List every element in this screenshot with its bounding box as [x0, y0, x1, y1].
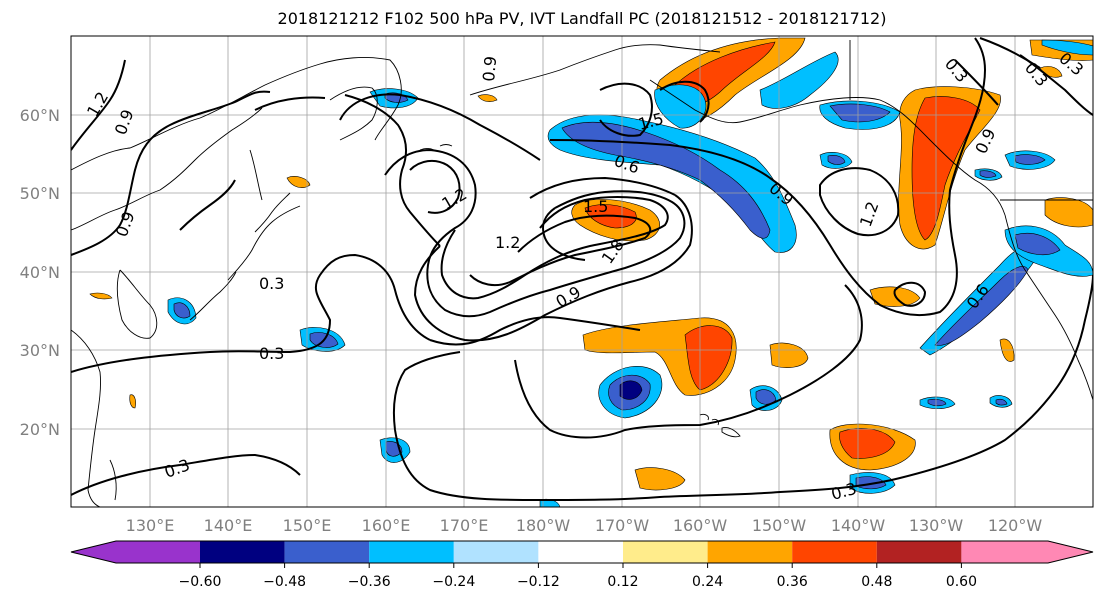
colorbar-tick-label: −0.60: [179, 574, 222, 590]
colorbar-outline: [70, 540, 1094, 564]
negative-anomaly-small-m: [1041, 39, 1093, 56]
lat-label: 40°N: [20, 263, 60, 282]
positive-anomaly-small-8: [89, 292, 113, 300]
lon-label: 180°W: [516, 516, 571, 535]
colorbar-cells: [70, 540, 1094, 564]
colorbar-tick-label: 0.24: [692, 574, 723, 590]
contour-label: 1.5: [583, 197, 608, 216]
negative-anomaly-small-g-core: [927, 398, 947, 407]
lat-label: 30°N: [20, 341, 60, 360]
negative-anomaly-gulf-2-core: [829, 103, 891, 123]
colorbar-cell: [284, 541, 370, 563]
lon-label: 150°E: [283, 516, 332, 535]
latitude-labels: 60°N 50°N 40°N 30°N 20°N: [20, 106, 60, 439]
negative-anomaly-small-j-core: [979, 170, 997, 178]
colorbar-tick-label: 0.60: [946, 574, 977, 590]
colorbar: −0.60 −0.48 −0.36 −0.24 −0.12 0.12 0.24 0.36 0.4…: [70, 540, 1094, 590]
lon-label: 170°W: [595, 516, 650, 535]
positive-anomaly-small-2: [634, 467, 686, 491]
lat-label: 60°N: [20, 106, 60, 125]
lat-label: 20°N: [20, 420, 60, 439]
lon-label: 130°W: [909, 516, 964, 535]
negative-anomaly-gulf: [759, 51, 839, 109]
positive-anomaly-bc-core: [911, 96, 981, 241]
colorbar-cell: [876, 541, 962, 563]
contour-label: 0.3: [259, 274, 284, 293]
negative-anomaly-california-core: [1014, 232, 1061, 256]
colorbar-cell: [369, 541, 454, 563]
colorbar-tick-label: −0.12: [517, 574, 560, 590]
positive-anomaly-small-9: [129, 394, 136, 409]
positive-anomaly-small-6: [286, 176, 311, 188]
colorbar-tick-label: −0.24: [432, 574, 475, 590]
colorbar-tick-label: 0.12: [607, 574, 638, 590]
ivt-shading: [89, 37, 1093, 507]
colorbar-tick-label: 0.48: [861, 574, 892, 590]
pv-contours: [71, 37, 1093, 501]
longitude-labels: 130°E 140°E 150°E 160°E 170°E 180°W 170°…: [126, 516, 1043, 535]
negative-anomaly-small-f-core: [827, 155, 846, 165]
positive-anomaly-small-4: [1044, 197, 1093, 228]
lon-label: 160°W: [673, 516, 728, 535]
colorbar-cell: [71, 541, 200, 563]
colorbar-cell: [792, 541, 877, 563]
lon-label: 120°W: [988, 516, 1043, 535]
coastlines: [71, 40, 1093, 507]
colorbar-tick-label: 0.36: [777, 574, 808, 590]
positive-anomaly-small-1: [769, 342, 809, 368]
colorbar-cell: [453, 541, 539, 563]
colorbar-cell: [707, 541, 793, 563]
contour-label: 1.2: [495, 233, 520, 252]
negative-anomaly-small-h-core: [995, 398, 1008, 406]
map-frame: [70, 35, 1094, 508]
contour-label: 0.3: [259, 344, 284, 363]
positive-anomaly-small-7: [477, 94, 498, 102]
map-title: 2018121212 F102 500 hPa PV, IVT Landfall…: [277, 9, 887, 28]
lon-label: 140°W: [831, 516, 886, 535]
colorbar-ticks: −0.60 −0.48 −0.36 −0.24 −0.12 0.12 0.24 0.36 0.4…: [179, 563, 977, 590]
lon-label: 140°E: [204, 516, 253, 535]
colorbar-cell: [538, 541, 623, 563]
colorbar-tick-label: −0.36: [348, 574, 391, 590]
contour-label: 0.9: [479, 55, 500, 82]
lon-label: 130°E: [126, 516, 175, 535]
colorbar-cell: [200, 541, 285, 563]
colorbar-cell: [623, 541, 708, 563]
negative-anomaly-small-i-core: [1014, 154, 1046, 165]
negative-anomaly-westcoast-core: [934, 266, 1029, 346]
lon-label: 160°E: [362, 516, 411, 535]
positive-anomaly-subtropic-core: [684, 325, 733, 391]
negative-anomaly-small-c-core: [173, 302, 191, 319]
lat-label: 50°N: [20, 184, 60, 203]
colorbar-tick-label: −0.48: [263, 574, 306, 590]
lon-label: 150°W: [752, 516, 807, 535]
lon-label: 170°E: [440, 516, 489, 535]
negative-anomaly-band-core: [561, 121, 771, 239]
colorbar-cell: [961, 541, 1093, 563]
negative-anomaly-small-a-core: [755, 389, 777, 405]
negative-anomaly-hawaii-deep: [619, 380, 643, 400]
